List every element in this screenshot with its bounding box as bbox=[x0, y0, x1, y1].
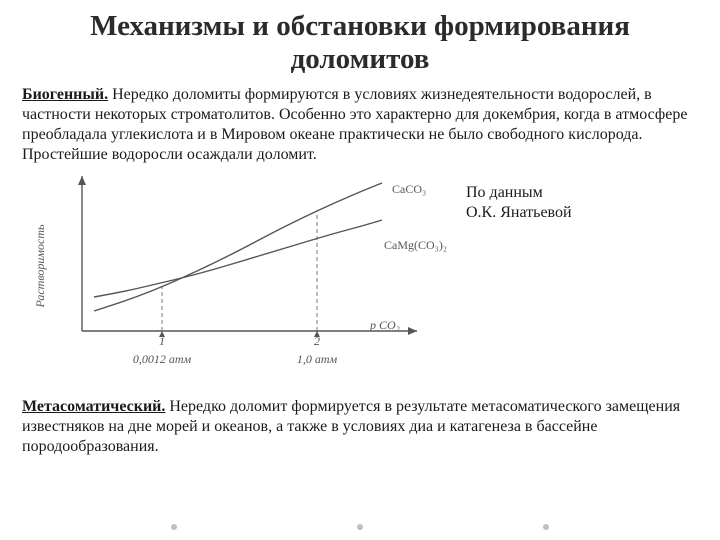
svg-text:p CO₂: p CO₂ bbox=[369, 318, 400, 332]
svg-text:CaCO₃: CaCO₃ bbox=[392, 182, 426, 196]
dot-icon bbox=[357, 524, 363, 530]
dot-icon bbox=[171, 524, 177, 530]
solubility-chart: Растворимостьp CO₂CaCO₃CaMg(CO₃)₂10,0012… bbox=[22, 171, 452, 389]
chart-row: Растворимостьp CO₂CaCO₃CaMg(CO₃)₂10,0012… bbox=[22, 171, 698, 389]
dot-icon bbox=[543, 524, 549, 530]
attrib-line2: О.К. Янатьевой bbox=[466, 204, 572, 221]
svg-text:Растворимость: Растворимость bbox=[33, 224, 47, 309]
svg-text:1,0 атм: 1,0 атм bbox=[297, 352, 338, 366]
svg-text:CaMg(CO₃)₂: CaMg(CO₃)₂ bbox=[384, 238, 447, 252]
chart-attribution: По данным О.К. Янатьевой bbox=[466, 183, 572, 225]
slide-title: Механизмы и обстановки формирования доло… bbox=[22, 10, 698, 77]
footer-dots bbox=[0, 524, 720, 530]
paragraph-biogenic: Биогенный. Нередко доломиты формируются … bbox=[22, 85, 698, 165]
paragraph-metasomatic: Метасоматический. Нередко доломит формир… bbox=[22, 397, 698, 457]
para1-lead: Биогенный. bbox=[22, 86, 108, 103]
para1-body: Нередко доломиты формируются в условиях … bbox=[22, 86, 688, 163]
attrib-line1: По данным bbox=[466, 184, 543, 201]
solubility-chart-svg: Растворимостьp CO₂CaCO₃CaMg(CO₃)₂10,0012… bbox=[22, 171, 452, 389]
svg-text:0,0012 атм: 0,0012 атм bbox=[133, 352, 192, 366]
para2-lead: Метасоматический. bbox=[22, 398, 165, 415]
